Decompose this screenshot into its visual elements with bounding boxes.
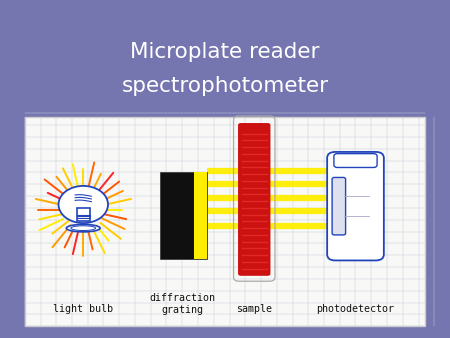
Circle shape [58,186,108,223]
FancyBboxPatch shape [332,177,346,235]
Text: Microplate reader: Microplate reader [130,42,320,63]
Bar [76,208,90,221]
Text: light bulb: light bulb [53,304,113,314]
Bar [25,117,425,326]
Text: spectrophotometer: spectrophotometer [122,76,328,96]
Text: sample: sample [236,304,272,314]
FancyBboxPatch shape [334,153,377,168]
Ellipse shape [67,224,100,232]
FancyBboxPatch shape [327,152,384,260]
Bar [194,172,207,259]
Bar [160,172,207,259]
FancyBboxPatch shape [238,123,270,276]
Text: photodetector: photodetector [316,304,395,314]
Text: diffraction
grating: diffraction grating [149,293,215,315]
